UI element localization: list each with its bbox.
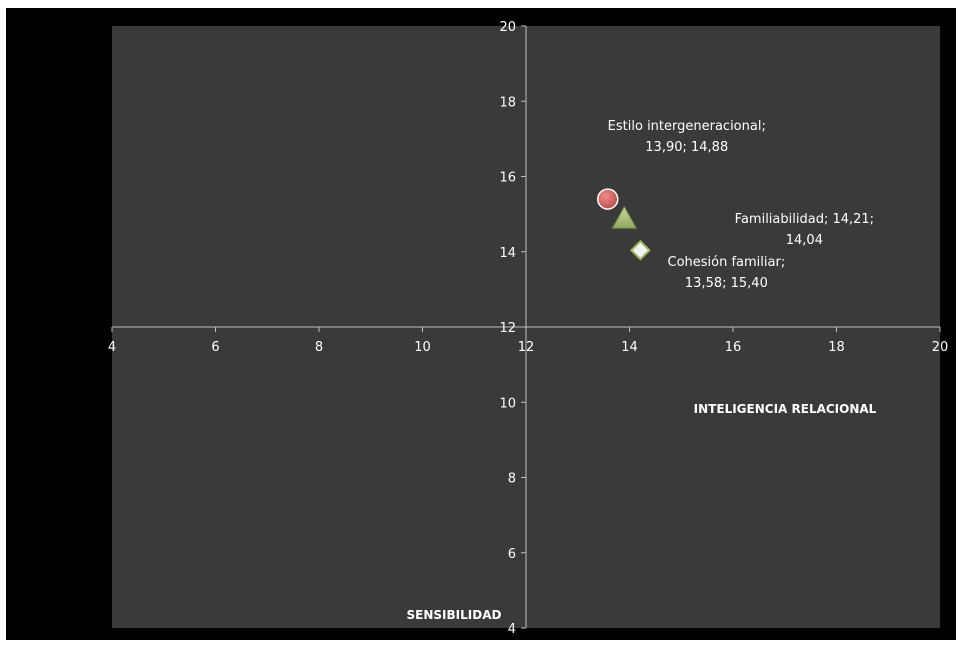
chart-frame: 4 6 8 10 12 14 16 18 20 4 6 8 10 12 14 16 18 20 Estilo in… (6, 8, 956, 640)
y-tick-label: 12 (499, 321, 516, 336)
data-point-circle (597, 188, 619, 210)
x-tick-label: 4 (108, 340, 116, 355)
data-point-label-line: 13,90; 14,88 (645, 140, 728, 155)
y-tick-label: 4 (508, 622, 516, 637)
data-point-label: Estilo intergeneracional; 13,90; 14,88 (608, 119, 766, 155)
y-axis-title: SENSIBILIDAD (407, 608, 502, 622)
y-tick-label: 16 (499, 171, 516, 186)
y-tick-label: 20 (499, 20, 516, 35)
data-point-label-line: Estilo intergeneracional; (608, 119, 766, 134)
y-tick-label: 14 (499, 246, 516, 261)
data-point-label-line: 14,04 (786, 233, 823, 248)
x-tick-label: 12 (518, 340, 535, 355)
x-tick-label: 18 (828, 340, 845, 355)
data-point-diamond (629, 239, 651, 261)
data-point-label: Familiabilidad; 14,21; 14,04 (735, 212, 874, 248)
scatter-chart: 4 6 8 10 12 14 16 18 20 4 6 8 10 12 14 16 18 20 Estilo in… (108, 20, 949, 637)
x-tick-label: 10 (414, 340, 431, 355)
y-tick-label: 8 (508, 472, 516, 487)
data-point-triangle (611, 205, 638, 229)
x-tick-label: 16 (725, 340, 742, 355)
data-point-label-line: Cohesión familiar; (668, 255, 786, 270)
x-tick-label: 6 (211, 340, 219, 355)
x-tick-label: 20 (932, 340, 949, 355)
y-tick-label: 10 (499, 396, 516, 411)
data-point-label-line: Familiabilidad; 14,21; (735, 212, 874, 227)
data-point-label: Cohesión familiar; 13,58; 15,40 (668, 255, 786, 291)
x-tick-label: 8 (315, 340, 323, 355)
y-tick-label: 6 (508, 547, 516, 562)
y-tick-label: 18 (499, 95, 516, 110)
data-point-label-line: 13,58; 15,40 (685, 276, 768, 291)
x-axis-title: INTELIGENCIA RELACIONAL (694, 402, 877, 416)
x-tick-label: 14 (621, 340, 638, 355)
